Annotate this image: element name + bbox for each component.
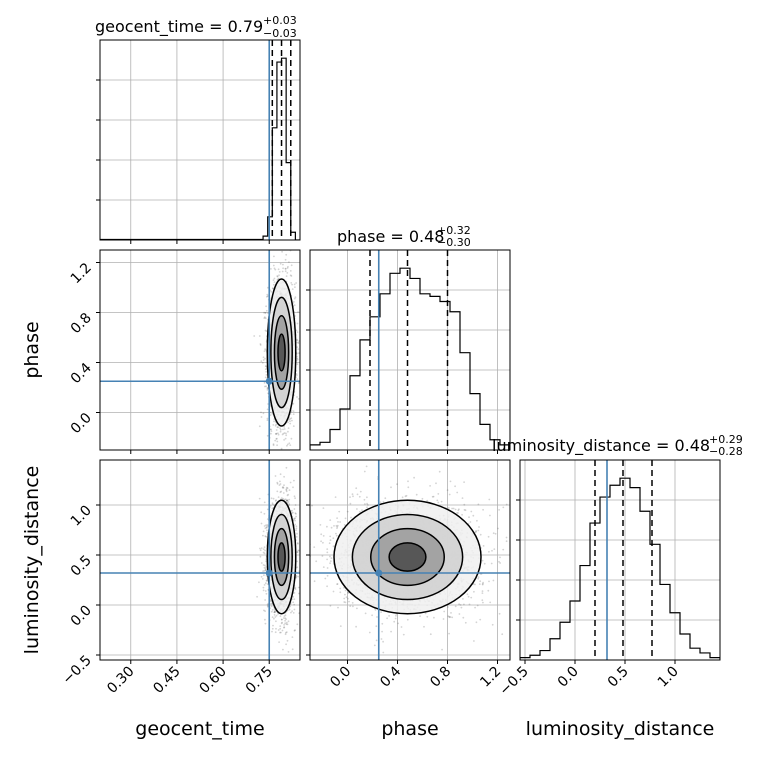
panel-frames <box>99 39 721 661</box>
panel-frame <box>99 249 301 451</box>
y-tick-label: 0.4 <box>68 360 95 387</box>
y-tick-label: 0.0 <box>68 603 95 630</box>
x-tick-label: 0.4 <box>377 663 404 690</box>
y-tick-label: −0.5 <box>59 653 94 688</box>
truth-marker <box>375 569 383 577</box>
x-tick-label: −0.5 <box>496 664 531 699</box>
panel-2d-phase-vs-geocent-time <box>100 250 300 450</box>
title-geocent-time-sub: −0.03 <box>263 27 297 40</box>
y-tick-label: 1.0 <box>68 503 95 530</box>
histogram-step-phase <box>310 267 510 450</box>
x-tick-label: 0.60 <box>197 664 230 697</box>
histogram-step-luminosity_distance <box>520 477 720 660</box>
y-axis-label-luminosity-distance: luminosity_distance <box>21 466 43 655</box>
x-tick-label: 0.0 <box>327 664 354 691</box>
panel-frame <box>99 39 301 241</box>
panel-frame <box>519 459 721 661</box>
density-contour <box>388 542 427 572</box>
panel-hist-phase <box>310 250 510 450</box>
x-tick-label: 0.8 <box>427 664 454 691</box>
panel-frame <box>99 459 301 661</box>
panel-frame <box>309 459 511 661</box>
truth-marker <box>265 569 273 577</box>
title-luminosity-distance: luminosity_distance = 0.48 <box>492 436 710 456</box>
panel-2d-distance-vs-geocent-time <box>100 460 300 660</box>
x-tick-label: 1.0 <box>655 664 682 691</box>
x-tick-label: 0.45 <box>150 664 183 697</box>
x-tick-label: 0.30 <box>104 664 137 697</box>
title-geocent-time-sup: +0.03 <box>263 14 297 27</box>
x-tick-label: 0.75 <box>243 664 276 697</box>
truth-marker <box>265 377 273 385</box>
y-tick-label: 0.5 <box>68 553 95 580</box>
title-luminosity-distance-sub: −0.28 <box>709 445 743 458</box>
y-tick-label: 0.8 <box>68 310 95 337</box>
title-phase-sub: −0.30 <box>437 236 471 249</box>
x-axis-label-phase: phase <box>381 718 438 740</box>
panel-frame <box>309 249 511 451</box>
y-tick-label: 1.2 <box>68 260 95 287</box>
x-axis-label-geocent-time: geocent_time <box>135 718 264 740</box>
density-contour <box>277 542 286 572</box>
x-tick-label: 0.5 <box>605 664 632 691</box>
panel-hist-luminosity-distance <box>520 460 720 660</box>
title-luminosity-distance-sup: +0.29 <box>709 433 743 446</box>
title-phase-sup: +0.32 <box>437 224 471 237</box>
y-tick-label: 0.0 <box>68 410 95 437</box>
panel-2d-distance-vs-phase <box>310 460 510 660</box>
title-phase: phase = 0.48 <box>337 227 444 246</box>
density-contour <box>277 333 286 372</box>
panel-hist-geocent-time <box>100 40 300 240</box>
title-geocent-time: geocent_time = 0.79 <box>95 17 263 37</box>
x-tick-label: 0.0 <box>555 664 582 691</box>
y-axis-label-phase: phase <box>21 321 43 378</box>
x-axis-label-luminosity-distance: luminosity_distance <box>526 718 715 740</box>
